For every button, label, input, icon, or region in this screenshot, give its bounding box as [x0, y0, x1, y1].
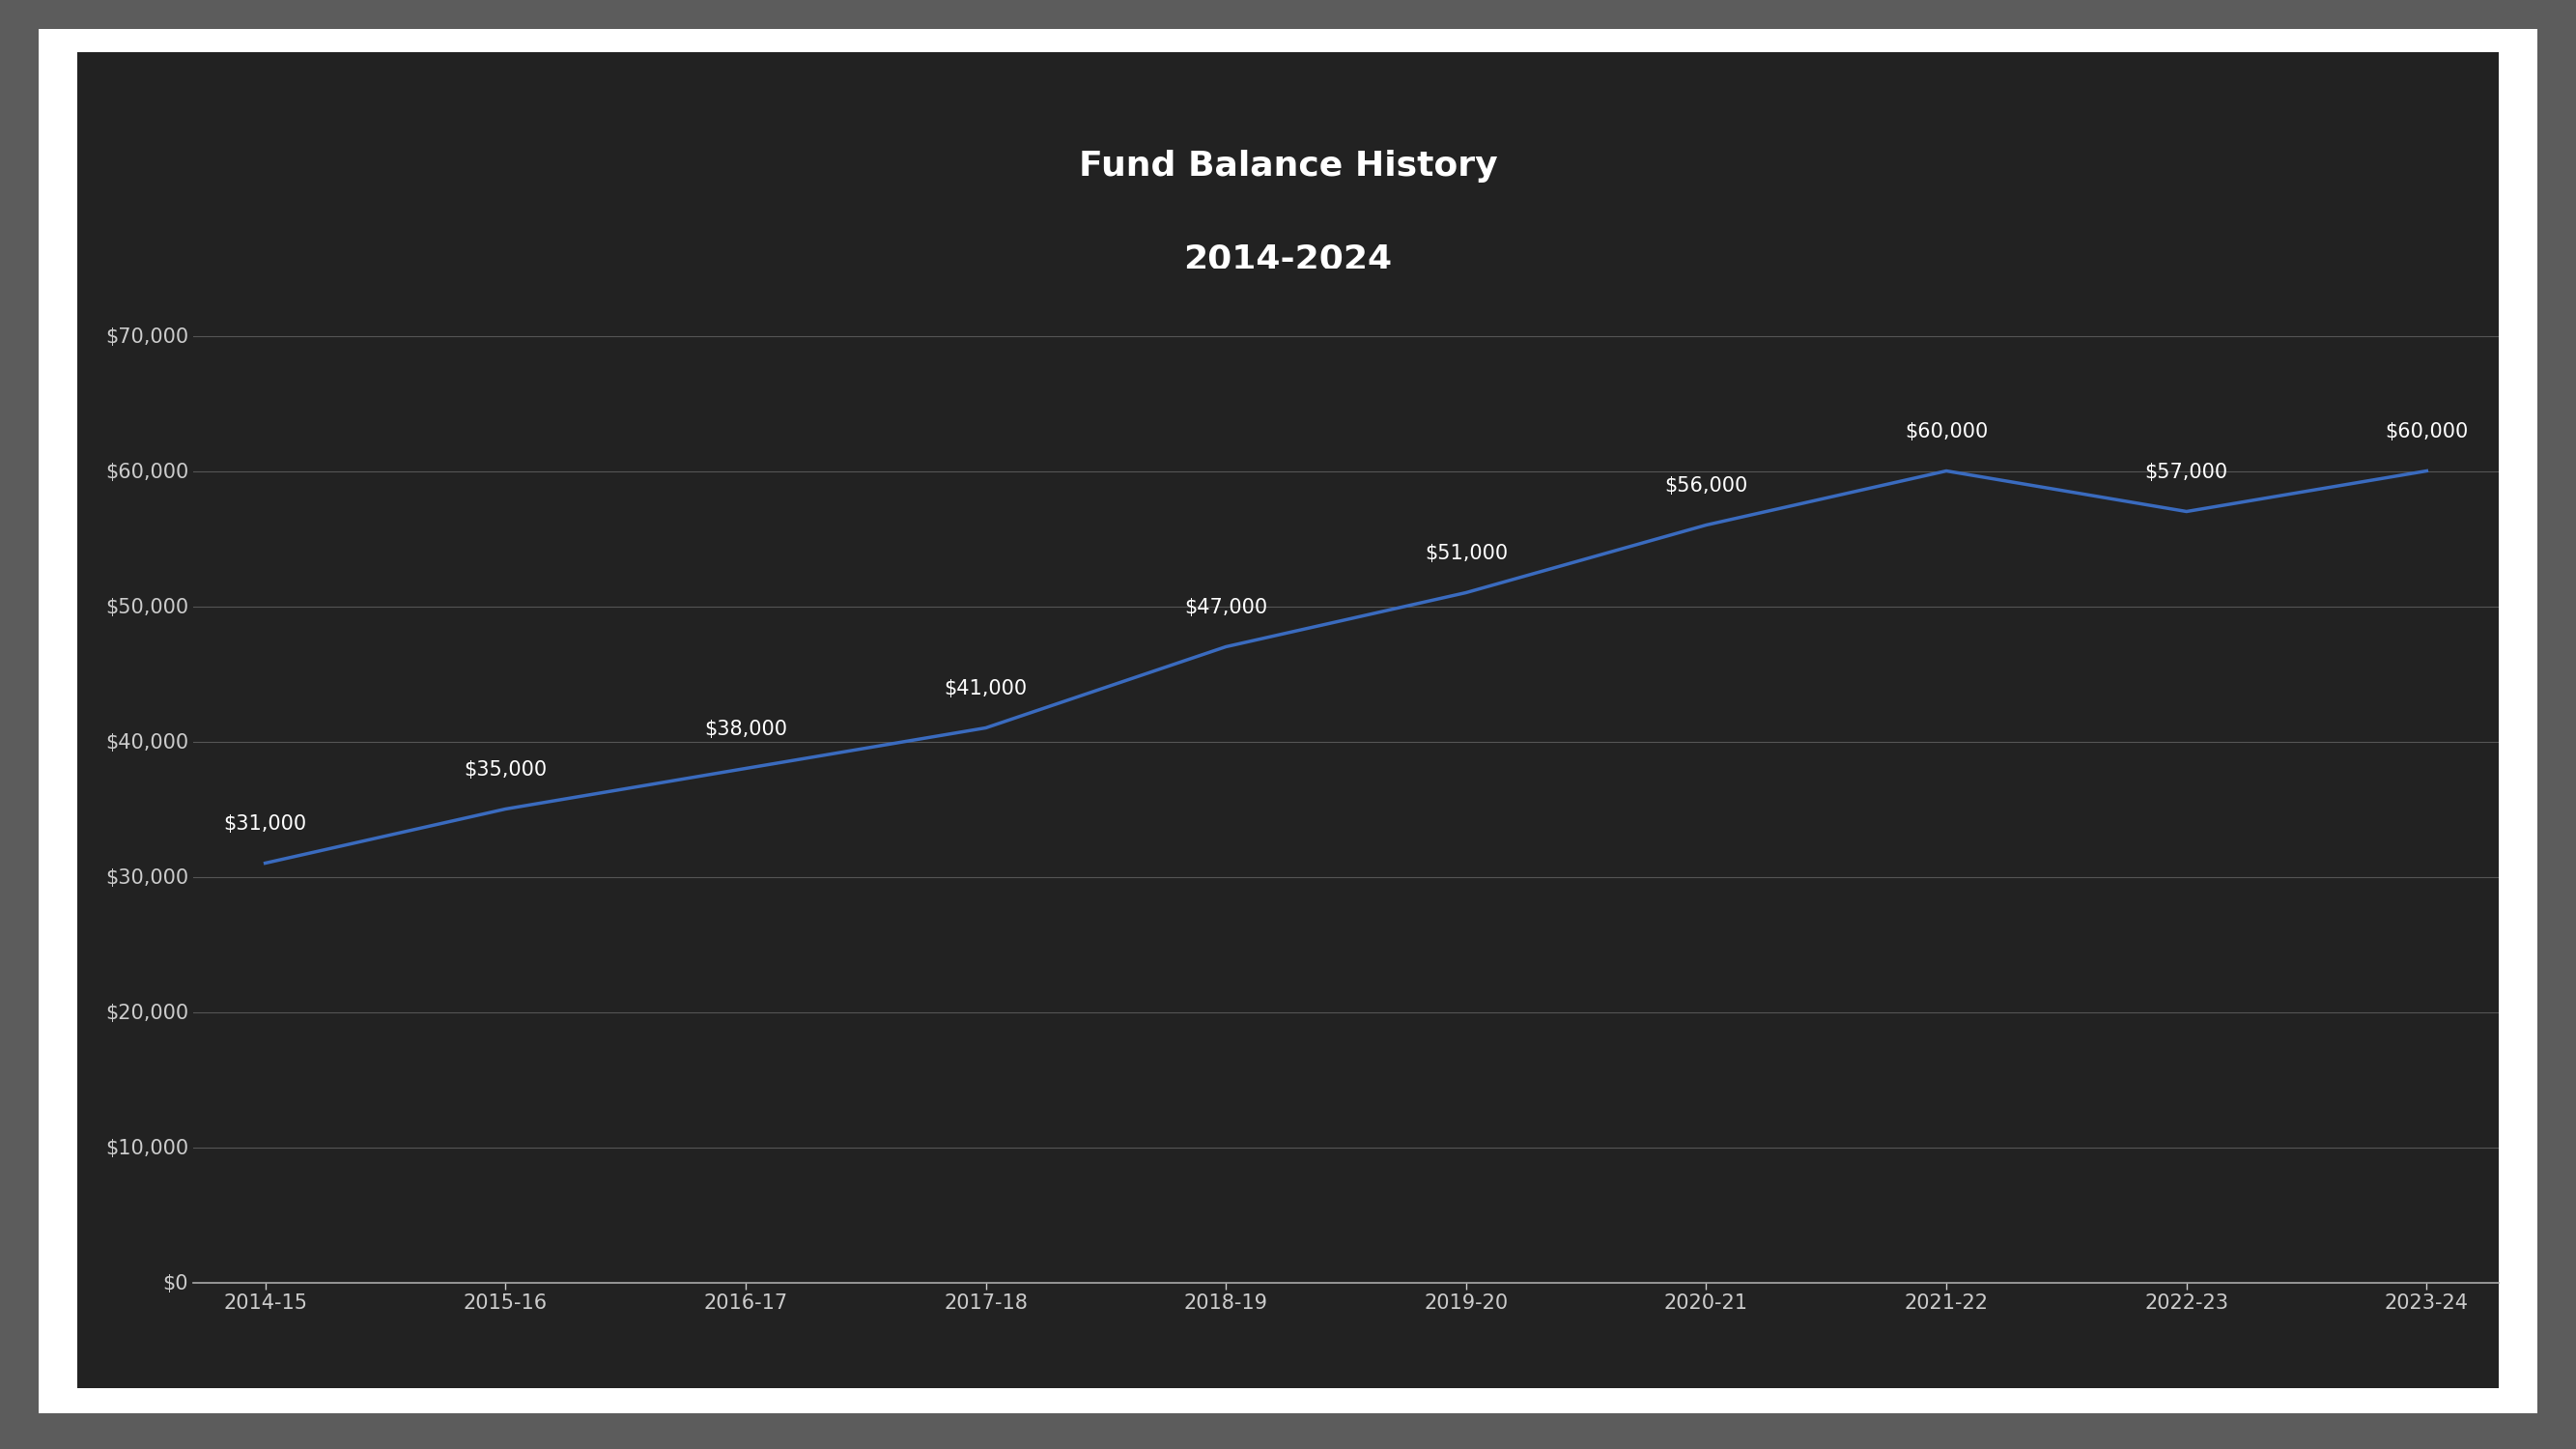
Text: $56,000: $56,000 — [1664, 475, 1749, 496]
Text: 2014-2024: 2014-2024 — [1182, 243, 1394, 275]
Text: $41,000: $41,000 — [945, 678, 1028, 698]
Text: $31,000: $31,000 — [224, 814, 307, 833]
Text: $35,000: $35,000 — [464, 759, 546, 780]
Text: $38,000: $38,000 — [703, 719, 788, 739]
Text: $47,000: $47,000 — [1185, 597, 1267, 617]
Text: $60,000: $60,000 — [1904, 422, 1989, 440]
Text: $60,000: $60,000 — [2385, 422, 2468, 440]
Text: Fund Balance History: Fund Balance History — [1079, 149, 1497, 183]
Text: $57,000: $57,000 — [2146, 462, 2228, 481]
Text: $51,000: $51,000 — [1425, 543, 1507, 562]
